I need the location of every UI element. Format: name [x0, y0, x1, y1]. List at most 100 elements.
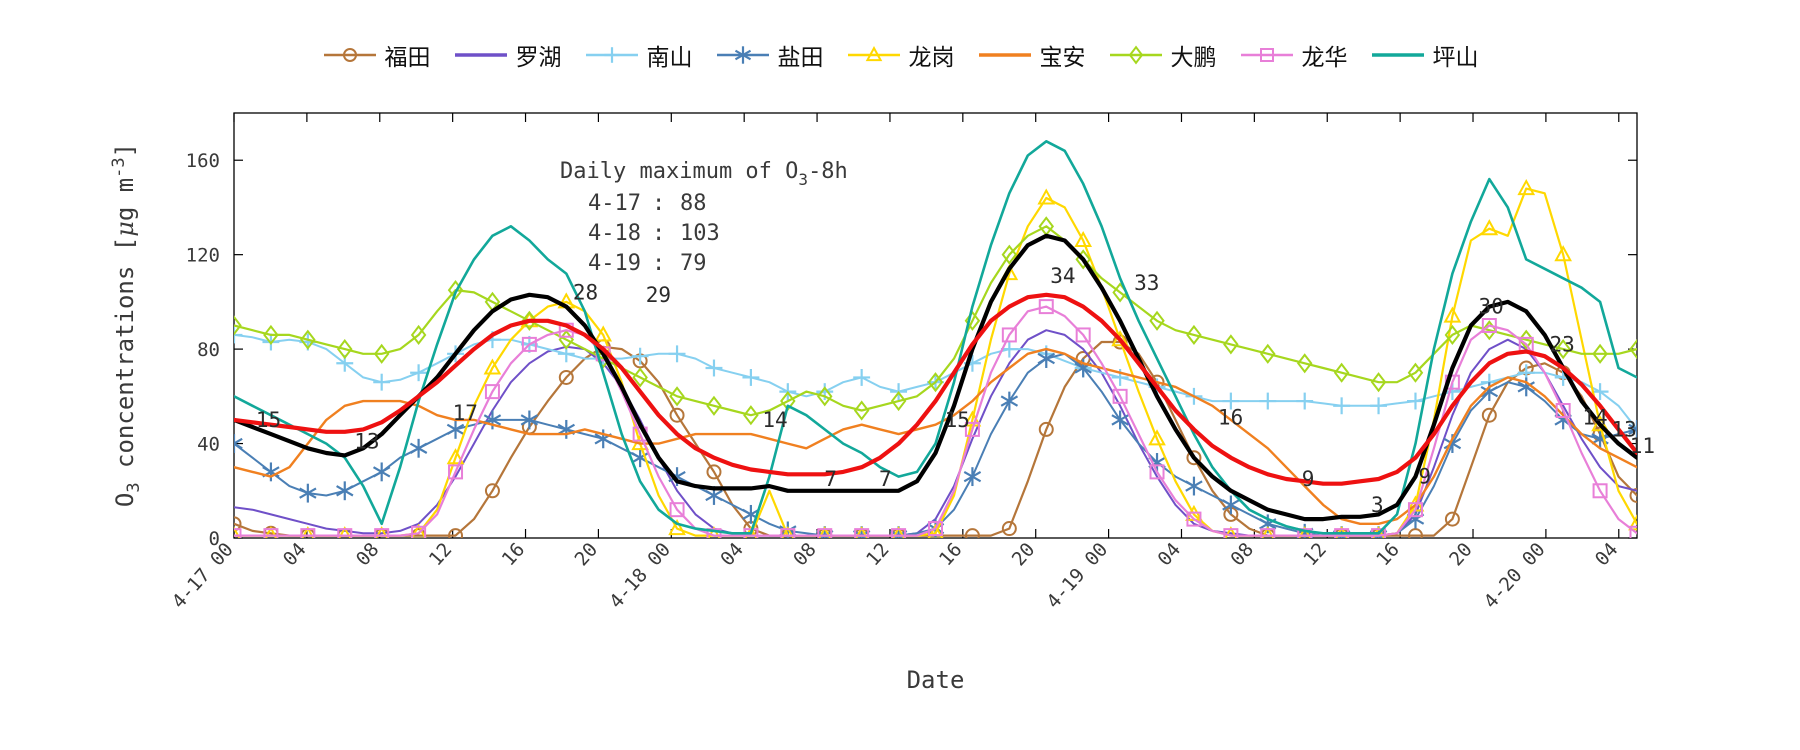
legend-item-8[interactable]: 坪山 — [1370, 38, 1479, 72]
square-marker — [1149, 464, 1165, 480]
plus-marker — [1407, 392, 1424, 410]
square-marker — [1112, 388, 1128, 404]
plus-marker — [1000, 340, 1018, 358]
circle-marker — [669, 407, 685, 423]
square-marker — [928, 521, 943, 537]
x-tick-label: 12 — [862, 539, 894, 571]
circle-marker — [448, 528, 464, 538]
inline-value-label: 33 — [1134, 271, 1159, 295]
legend-item-7[interactable]: 龙华 — [1239, 38, 1348, 72]
star-marker — [1185, 476, 1203, 496]
x-tick-label: 08 — [1226, 539, 1258, 571]
star-marker — [557, 419, 576, 439]
circle-marker — [1481, 407, 1497, 423]
legend-label: 大鹏 — [1170, 45, 1217, 71]
diamond-marker — [410, 324, 427, 346]
x-tick-label: 08 — [352, 539, 384, 571]
inline-value-label: 11 — [1630, 434, 1655, 458]
annotation-row-value: 88 — [680, 191, 707, 216]
star-marker — [779, 521, 797, 538]
diamond-marker — [632, 367, 648, 388]
inline-value-label: 29 — [646, 283, 671, 307]
star-marker — [1480, 382, 1499, 402]
legend-swatch — [1109, 45, 1162, 65]
star-marker — [234, 434, 243, 453]
square-marker — [300, 528, 316, 538]
diamond-marker — [816, 386, 833, 407]
star-marker — [1517, 377, 1535, 397]
y-axis-label: O3 concentrations [μg m-3] — [109, 143, 144, 507]
legend-item-5[interactable]: 宝安 — [977, 38, 1086, 72]
legend-item-6[interactable]: 大鹏 — [1108, 38, 1217, 72]
star-marker — [336, 481, 354, 501]
x-tick-label: 16 — [498, 539, 530, 571]
triangle-marker — [1628, 514, 1637, 531]
legend-item-3[interactable]: 盐田 — [715, 38, 824, 72]
x-tick-label: 04 — [716, 539, 748, 571]
annotation-row-sep: : — [652, 191, 665, 216]
legend-swatch — [585, 47, 638, 63]
circle-marker — [484, 483, 500, 499]
ylabel-post: ] — [111, 143, 139, 157]
diamond-marker — [669, 386, 685, 407]
diamond-marker — [1001, 244, 1018, 265]
ylabel-mu: μ — [111, 221, 139, 237]
square-marker — [1259, 48, 1274, 62]
inline-value-label: 23 — [1550, 332, 1575, 356]
x-tick-label: 20 — [1008, 539, 1040, 571]
x-tick-label: 4-18 00 — [605, 539, 675, 613]
square-marker — [1038, 299, 1054, 315]
square-marker — [521, 336, 537, 352]
star-marker — [372, 462, 391, 482]
legend-label: 坪山 — [1432, 45, 1479, 71]
inline-value-label: 28 — [573, 281, 598, 305]
series-line-7 — [234, 305, 1637, 537]
square-marker — [1297, 528, 1313, 538]
inline-value-label: 14 — [762, 408, 787, 432]
annotation-title: Daily maximum of O3-8h — [560, 159, 848, 189]
legend-item-1[interactable]: 罗湖 — [453, 38, 562, 72]
series-line-8 — [234, 140, 1637, 535]
circle-marker — [706, 464, 722, 480]
square-marker — [1186, 511, 1202, 527]
x-tick-label: 16 — [935, 539, 967, 571]
ylabel-sub: 3 — [124, 482, 144, 492]
triangle-marker — [927, 523, 944, 538]
circle-marker — [1444, 511, 1460, 527]
star-marker — [734, 46, 751, 64]
diamond-marker — [1223, 334, 1239, 355]
triangle-marker — [1554, 245, 1572, 262]
square-marker — [1334, 528, 1350, 538]
plus-marker — [373, 373, 391, 391]
square-marker — [706, 528, 722, 538]
diamond-marker — [263, 324, 279, 346]
triangle-marker — [668, 519, 686, 536]
ylabel-unit: g m — [111, 178, 139, 221]
diamond-marker — [890, 390, 907, 412]
legend-item-0[interactable]: 福田 — [322, 38, 431, 72]
plus-marker — [1370, 397, 1388, 415]
legend-item-4[interactable]: 龙岗 — [846, 38, 955, 72]
diamond-marker — [964, 310, 981, 331]
inline-value-label: 7 — [824, 467, 837, 491]
circle-marker — [1629, 488, 1637, 503]
plus-marker — [234, 326, 243, 344]
square-marker — [817, 528, 833, 538]
x-tick-label: 12 — [1299, 539, 1331, 571]
legend-item-2[interactable]: 南山 — [584, 38, 693, 72]
square-marker — [854, 528, 870, 538]
legend-label: 龙华 — [1301, 45, 1348, 71]
x-tick-label: 08 — [789, 539, 821, 571]
plus-marker — [410, 364, 428, 382]
legend-label: 宝安 — [1039, 45, 1086, 71]
triangle-marker — [594, 325, 613, 342]
triangle-marker — [410, 523, 427, 538]
annotation-row-sep: : — [652, 221, 665, 246]
series-line-9 — [234, 233, 1637, 522]
star-marker — [1037, 349, 1055, 368]
square-marker — [411, 525, 427, 538]
annotation-row-date: 4-18 — [588, 221, 641, 246]
triangle-marker — [483, 358, 502, 375]
inline-value-label: 13 — [354, 429, 379, 453]
